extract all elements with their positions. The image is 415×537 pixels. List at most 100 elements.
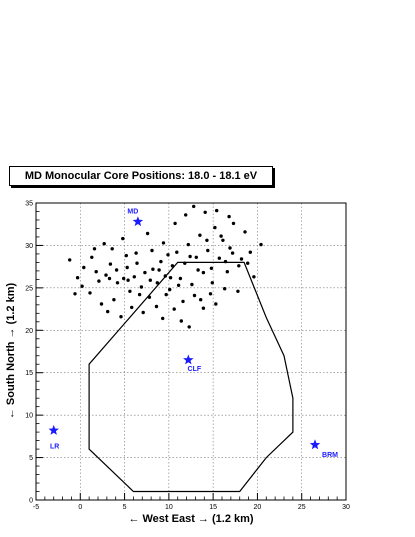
x-tick-label: 10: [165, 504, 173, 511]
site-lr-star-icon: [48, 424, 59, 435]
core-point: [168, 287, 172, 292]
core-point: [208, 292, 213, 296]
core-point: [217, 256, 221, 260]
core-point: [243, 230, 247, 234]
core-point: [134, 251, 138, 255]
chart-title: MD Monocular Core Positions: 18.0 - 18.1…: [9, 166, 273, 186]
core-point: [236, 289, 240, 293]
core-point: [230, 251, 235, 255]
core-point: [130, 305, 134, 310]
core-point: [154, 304, 159, 309]
site-lr-label: LR: [50, 443, 59, 450]
x-tick-label: 20: [254, 504, 262, 511]
core-point: [148, 278, 152, 282]
core-point: [206, 248, 210, 253]
core-point: [145, 231, 150, 236]
x-tick-label: -5: [33, 504, 39, 511]
core-point: [155, 281, 159, 285]
core-point: [231, 221, 236, 226]
core-point: [173, 221, 177, 226]
core-point: [239, 257, 244, 261]
core-point: [157, 268, 161, 272]
core-point: [107, 276, 112, 281]
core-point: [139, 285, 144, 289]
core-point: [147, 295, 152, 299]
core-point: [141, 310, 145, 315]
core-point: [188, 254, 192, 259]
core-point: [179, 319, 183, 323]
y-tick-label: 5: [29, 455, 33, 462]
core-point: [135, 261, 139, 265]
site-brm-label: BRM: [322, 452, 338, 459]
core-point: [121, 236, 125, 241]
grid: [36, 203, 346, 500]
core-point: [128, 289, 132, 293]
core-point: [122, 276, 126, 281]
core-point: [88, 291, 92, 295]
core-point: [219, 234, 223, 238]
core-point: [210, 281, 214, 285]
core-point: [201, 306, 206, 310]
x-tick-label: 25: [298, 504, 306, 511]
core-point: [190, 282, 194, 287]
core-point: [201, 270, 206, 275]
x-axis-label: ← West East → (1.2 km): [128, 513, 253, 525]
core-point: [104, 273, 108, 277]
core-point: [125, 265, 129, 270]
core-point: [194, 255, 198, 259]
site-md-star-icon: [132, 216, 144, 227]
y-tick-label: 10: [25, 413, 33, 420]
core-point: [161, 316, 165, 321]
core-point: [184, 213, 188, 217]
core-point: [80, 284, 84, 288]
core-point: [192, 204, 196, 209]
core-point: [196, 268, 200, 272]
core-point: [223, 287, 227, 291]
site-md-label: MD: [127, 209, 138, 216]
core-point: [92, 247, 97, 251]
core-point: [106, 309, 110, 314]
core-point: [75, 276, 80, 280]
core-point: [205, 238, 209, 242]
site-clf-star-icon: [183, 354, 194, 365]
core-point: [192, 293, 197, 298]
core-point: [150, 248, 154, 253]
core-point: [252, 275, 256, 279]
core-point: [187, 325, 191, 329]
core-point: [143, 270, 147, 275]
core-point: [168, 276, 173, 280]
core-point: [203, 210, 207, 214]
core-point: [68, 258, 72, 262]
array-boundary: [88, 261, 294, 493]
core-point: [159, 259, 163, 264]
core-point: [213, 225, 217, 230]
x-tick-label: 15: [209, 504, 217, 511]
site-clf-label: CLF: [188, 366, 202, 373]
core-point: [102, 242, 106, 246]
core-positions: [68, 204, 263, 329]
core-point: [90, 255, 94, 259]
core-point: [221, 238, 225, 242]
core-point: [223, 259, 228, 264]
core-point: [209, 266, 214, 270]
core-point: [178, 276, 183, 281]
core-point: [199, 298, 203, 302]
core-point: [227, 214, 231, 219]
core-point: [82, 265, 86, 270]
core-point: [215, 208, 219, 213]
core-point: [198, 233, 202, 237]
core-point: [175, 250, 179, 254]
y-tick-label: 20: [25, 328, 33, 335]
x-tick-label: 0: [78, 504, 82, 511]
core-point: [115, 281, 120, 285]
y-axis-label: ← South North → (1.2 km): [5, 283, 17, 420]
core-point: [225, 270, 229, 274]
core-point: [181, 299, 185, 304]
core-point: [108, 262, 113, 266]
core-point: [132, 275, 136, 279]
core-point: [161, 241, 166, 245]
core-point: [172, 307, 176, 311]
plot-frame: [35, 202, 347, 501]
